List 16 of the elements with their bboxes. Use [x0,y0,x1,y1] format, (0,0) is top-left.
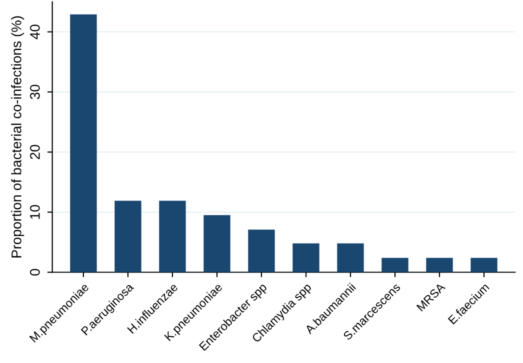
bar [337,243,364,272]
y-axis-title: Proportion of bacterial co-infections (%) [11,16,24,258]
bar [292,243,320,272]
y-tick-label: 30 [30,84,40,100]
y-tick-label: 20 [30,144,40,160]
y-tick-label: 10 [30,204,40,219]
bar [114,200,142,272]
bar [426,258,453,272]
y-tick-label: 40 [30,24,40,40]
y-tick-label: 0 [30,268,40,276]
bar [248,230,275,272]
bar [470,258,498,272]
bar [70,14,97,272]
bar [159,200,186,272]
bar [204,215,230,272]
bar [382,258,408,272]
